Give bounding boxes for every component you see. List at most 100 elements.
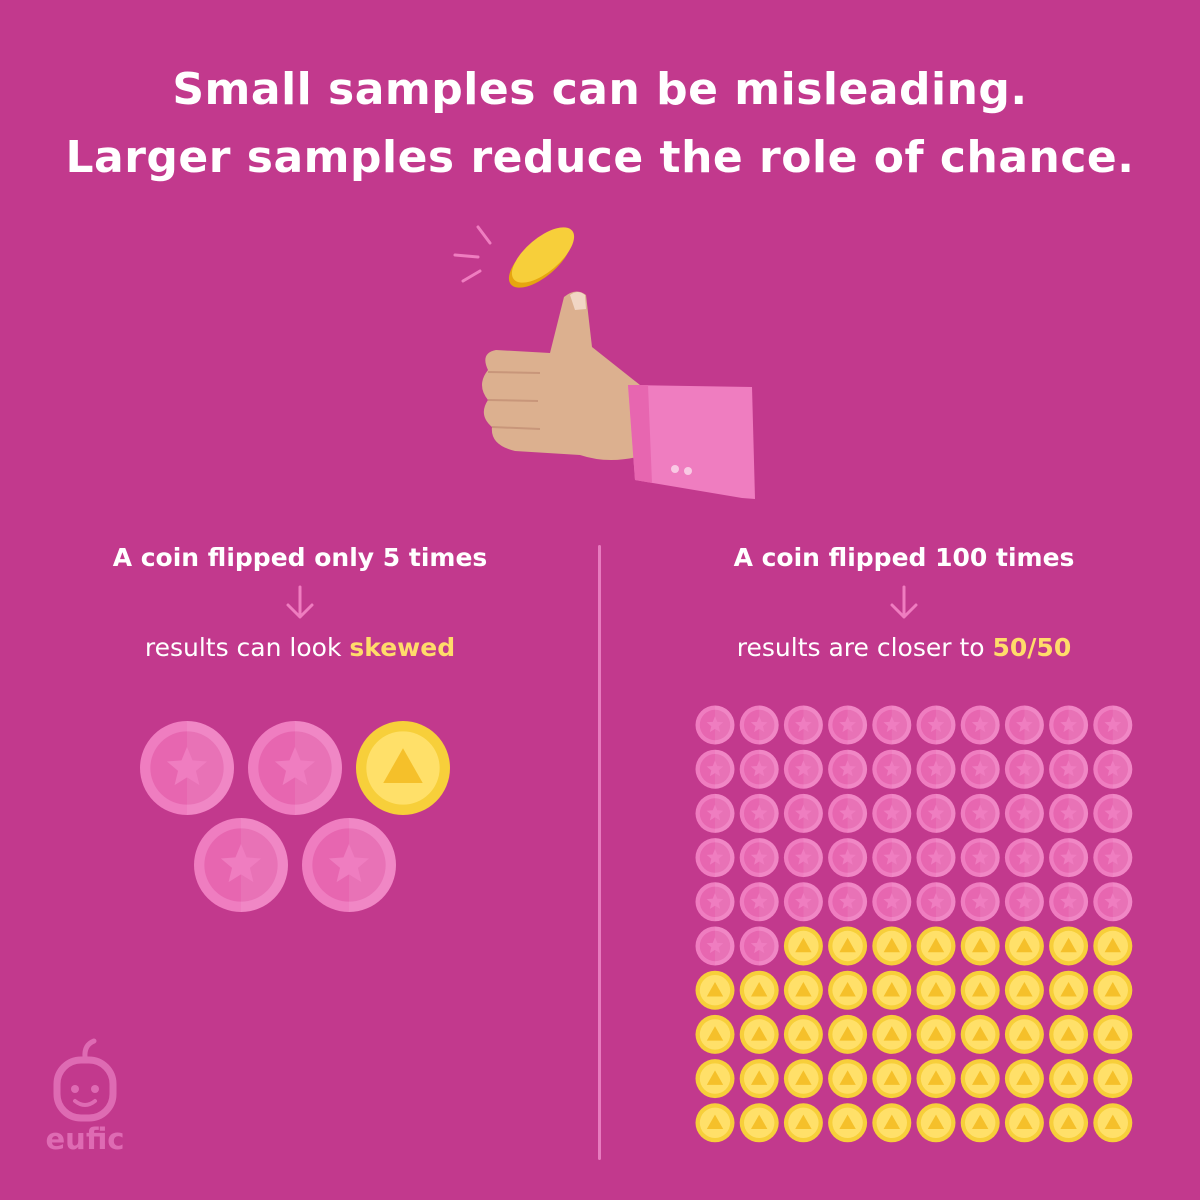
star-coin-icon <box>916 838 956 878</box>
star-coin-icon <box>1093 882 1133 922</box>
star-coin-icon <box>248 721 342 815</box>
large-sample-result-prefix: results are closer to <box>736 633 993 662</box>
triangle-coin-icon <box>872 1014 912 1054</box>
triangle-coin-icon <box>739 1014 779 1054</box>
star-coin-icon <box>1004 838 1044 878</box>
triangle-coin-icon <box>783 926 823 966</box>
triangle-coin-icon <box>783 970 823 1010</box>
triangle-coin-icon <box>828 1059 868 1099</box>
triangle-coin-icon <box>828 926 868 966</box>
star-coin-icon <box>1049 882 1089 922</box>
triangle-coin-icon <box>960 1103 1000 1143</box>
eufic-logo-icon <box>53 1038 117 1122</box>
star-coin-icon <box>872 749 912 789</box>
triangle-coin-icon <box>1049 970 1089 1010</box>
title-line-1: Small samples can be misleading. <box>172 64 1028 115</box>
page-title: Small samples can be misleading. Larger … <box>0 56 1200 192</box>
arrow-down-icon <box>890 585 918 619</box>
eufic-logo-text: eufic <box>45 1122 125 1156</box>
triangle-coin-icon <box>739 1059 779 1099</box>
triangle-coin-icon <box>1004 970 1044 1010</box>
hundred-coin-results <box>695 705 1133 1143</box>
star-coin-icon <box>194 818 288 912</box>
triangle-coin-icon <box>916 1103 956 1143</box>
star-coin-icon <box>960 749 1000 789</box>
triangle-coin-icon <box>828 1014 868 1054</box>
triangle-coin-icon <box>872 970 912 1010</box>
star-coin-icon <box>783 882 823 922</box>
large-sample-panel: A coin flipped 100 times results are clo… <box>608 535 1200 671</box>
star-coin-icon <box>872 705 912 745</box>
small-sample-heading: A coin flipped only 5 times <box>112 543 488 572</box>
star-coin-icon <box>960 793 1000 833</box>
triangle-coin-icon <box>739 970 779 1010</box>
star-coin-icon <box>739 793 779 833</box>
star-coin-icon <box>783 838 823 878</box>
triangle-coin-icon <box>872 1059 912 1099</box>
star-coin-icon <box>695 749 735 789</box>
star-coin-icon <box>960 705 1000 745</box>
star-coin-icon <box>828 749 868 789</box>
star-coin-icon <box>872 838 912 878</box>
triangle-coin-icon <box>1093 1059 1133 1099</box>
triangle-coin-icon <box>695 1014 735 1054</box>
title-line-2: Larger samples reduce the role of chance… <box>65 132 1135 183</box>
small-sample-result: results can look skewed <box>0 625 600 671</box>
star-coin-icon <box>739 705 779 745</box>
triangle-coin-icon <box>1093 1103 1133 1143</box>
star-coin-icon <box>872 793 912 833</box>
triangle-coin-icon <box>1093 970 1133 1010</box>
panel-divider <box>598 545 601 1160</box>
triangle-coin-icon <box>1049 1059 1089 1099</box>
star-coin-icon <box>916 793 956 833</box>
triangle-coin-icon <box>783 1014 823 1054</box>
star-coin-icon <box>1093 749 1133 789</box>
star-coin-icon <box>1093 705 1133 745</box>
star-coin-icon <box>872 882 912 922</box>
triangle-coin-icon <box>960 970 1000 1010</box>
star-coin-icon <box>960 882 1000 922</box>
star-coin-icon <box>739 882 779 922</box>
star-coin-icon <box>739 926 779 966</box>
triangle-coin-icon <box>828 1103 868 1143</box>
star-coin-icon <box>916 882 956 922</box>
five-coin-results <box>140 721 450 912</box>
star-coin-icon <box>695 793 735 833</box>
hand-flipping-coin-illustration <box>453 225 755 499</box>
hand-thumb-icon <box>482 291 755 499</box>
triangle-coin-icon <box>783 1103 823 1143</box>
star-coin-icon <box>695 926 735 966</box>
star-coin-icon <box>1093 793 1133 833</box>
triangle-coin-icon <box>1049 1103 1089 1143</box>
triangle-coin-icon <box>1049 926 1089 966</box>
star-coin-icon <box>1004 749 1044 789</box>
triangle-coin-icon <box>916 926 956 966</box>
triangle-coin-icon <box>1004 926 1044 966</box>
star-coin-icon <box>1004 793 1044 833</box>
triangle-coin-icon <box>1049 1014 1089 1054</box>
star-coin-icon <box>916 705 956 745</box>
coin-icon <box>508 227 575 288</box>
triangle-coin-icon <box>1093 1014 1133 1054</box>
star-coin-icon <box>1004 705 1044 745</box>
star-coin-icon <box>783 793 823 833</box>
star-coin-icon <box>302 818 396 912</box>
triangle-coin-icon <box>1093 926 1133 966</box>
star-coin-icon <box>739 838 779 878</box>
triangle-coin-icon <box>960 926 1000 966</box>
triangle-coin-icon <box>960 1059 1000 1099</box>
triangle-coin-icon <box>1004 1059 1044 1099</box>
triangle-coin-icon <box>916 1059 956 1099</box>
small-sample-highlight: skewed <box>349 633 456 662</box>
large-sample-result: results are closer to 50/50 <box>608 625 1200 671</box>
star-coin-icon <box>916 749 956 789</box>
large-sample-highlight: 50/50 <box>992 633 1072 662</box>
triangle-coin-icon <box>783 1059 823 1099</box>
star-coin-icon <box>140 721 234 815</box>
star-coin-icon <box>695 838 735 878</box>
star-coin-icon <box>695 705 735 745</box>
star-coin-icon <box>695 882 735 922</box>
star-coin-icon <box>828 705 868 745</box>
star-coin-icon <box>1004 882 1044 922</box>
arrow-down-icon <box>286 585 314 619</box>
